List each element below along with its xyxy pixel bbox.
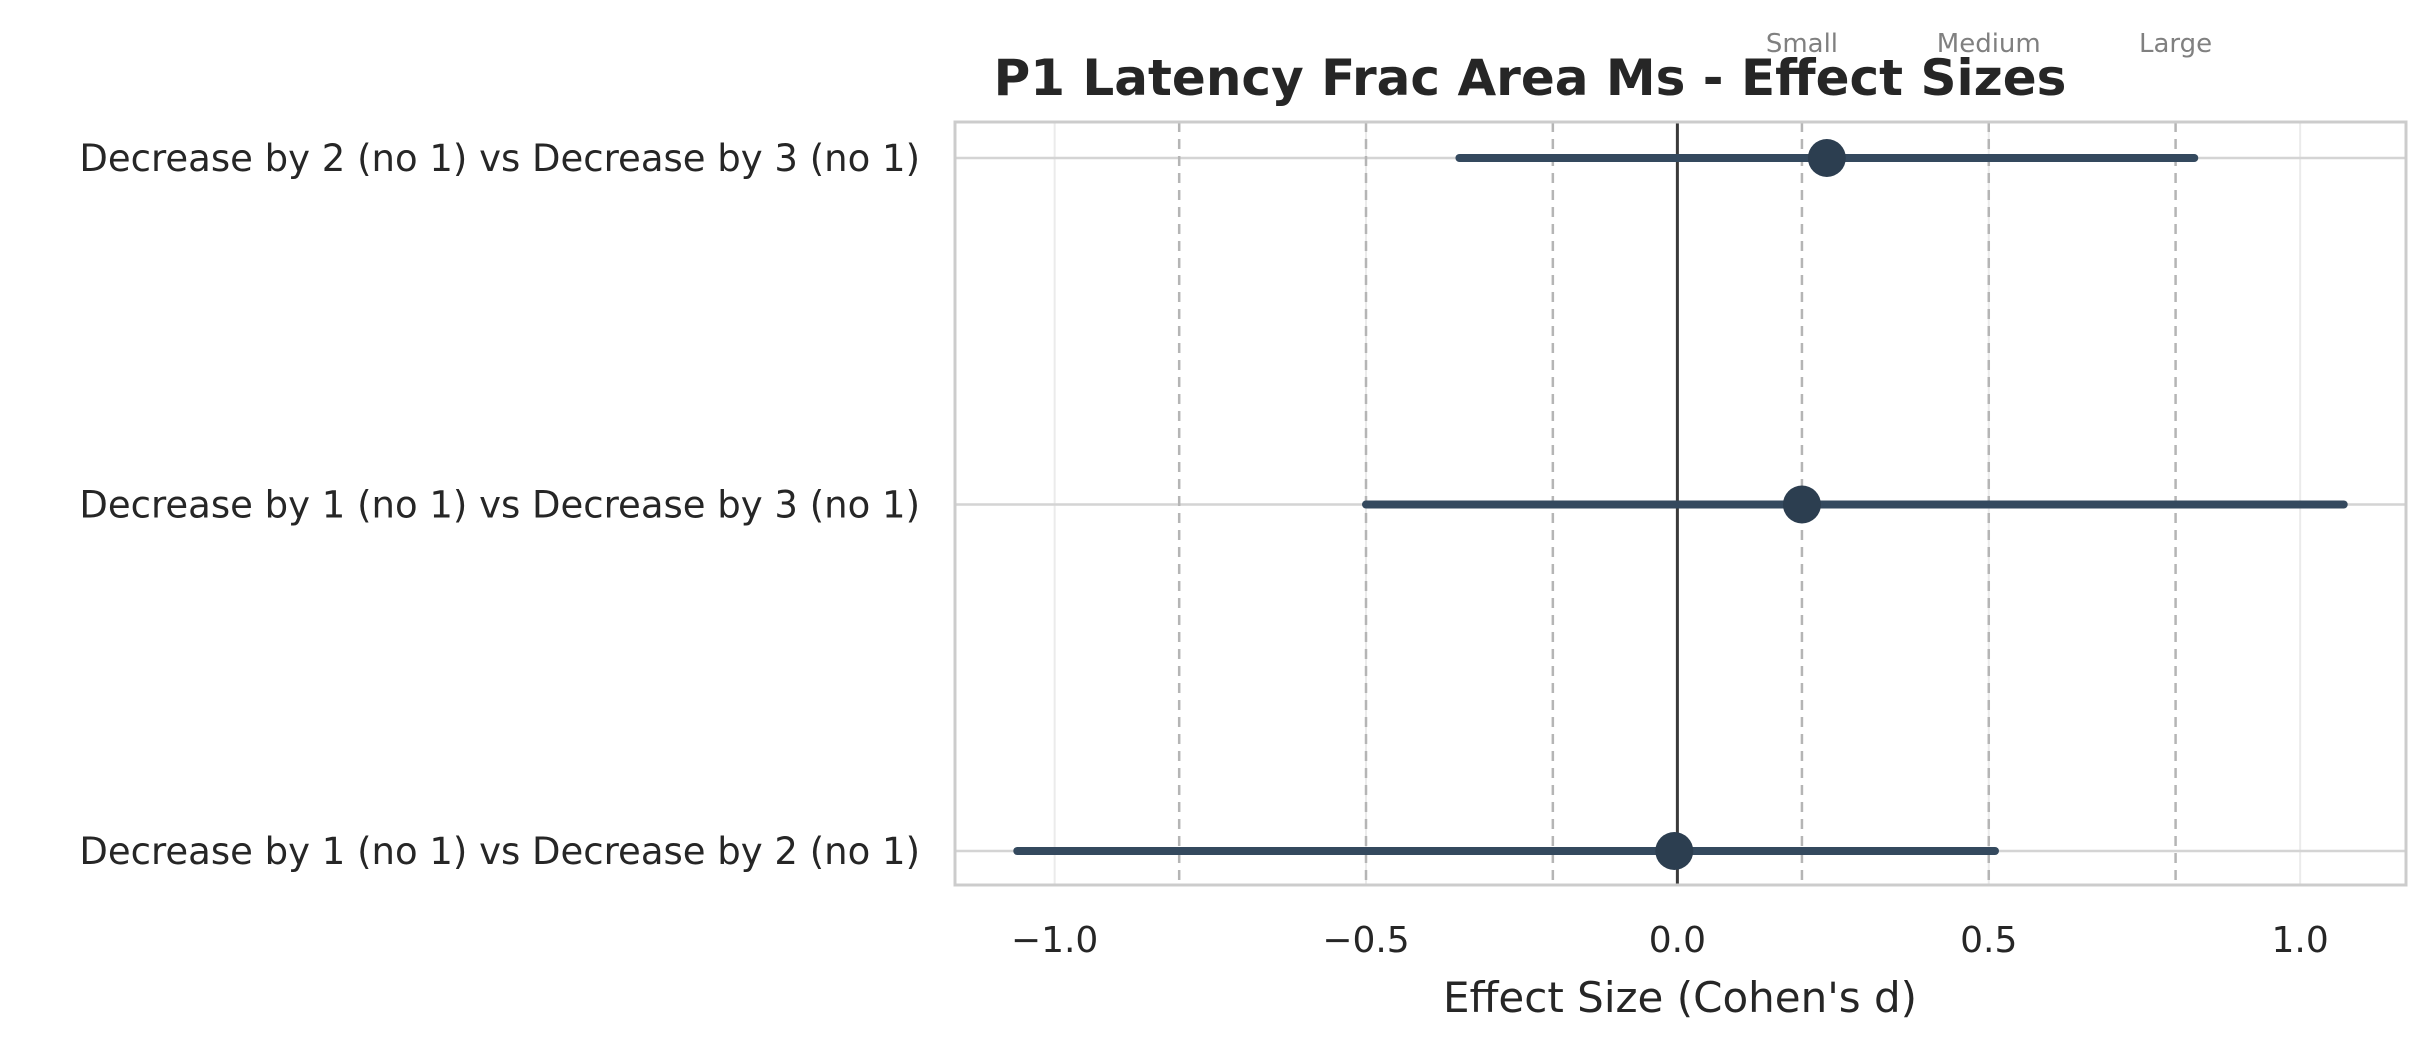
x-tick-label: −0.5 [1322, 920, 1409, 961]
x-tick-labels: −1.0 −0.5 0.0 0.5 1.0 [1011, 920, 2329, 961]
chart-title: P1 Latency Frac Area Ms - Effect Sizes [994, 49, 2067, 107]
x-tick-label: 1.0 [2272, 920, 2329, 961]
comparison-label: Decrease by 2 (no 1) vs Decrease by 3 (n… [79, 137, 920, 180]
category-labels: Decrease by 2 (no 1) vs Decrease by 3 (n… [79, 137, 920, 873]
x-tick-label: −1.0 [1011, 920, 1098, 961]
x-tick-label: 0.5 [1960, 920, 2017, 961]
comparison-label: Decrease by 1 (no 1) vs Decrease by 2 (n… [79, 830, 920, 873]
effect-size-point [1807, 139, 1846, 177]
effect-size-point [1782, 485, 1821, 524]
threshold-label: Small [1766, 29, 1838, 59]
x-axis-label: Effect Size (Cohen's d) [1443, 973, 1917, 1022]
effect-size-point [1655, 832, 1694, 870]
plot-frame [953, 120, 2408, 887]
x-tick-label: 0.0 [1649, 920, 1706, 961]
threshold-label: Medium [1937, 29, 2041, 59]
threshold-label: Large [2139, 29, 2212, 59]
comparison-label: Decrease by 1 (no 1) vs Decrease by 3 (n… [79, 484, 920, 527]
point-layer [1655, 139, 1846, 870]
threshold-labels: Small Medium Large [1766, 29, 2212, 59]
